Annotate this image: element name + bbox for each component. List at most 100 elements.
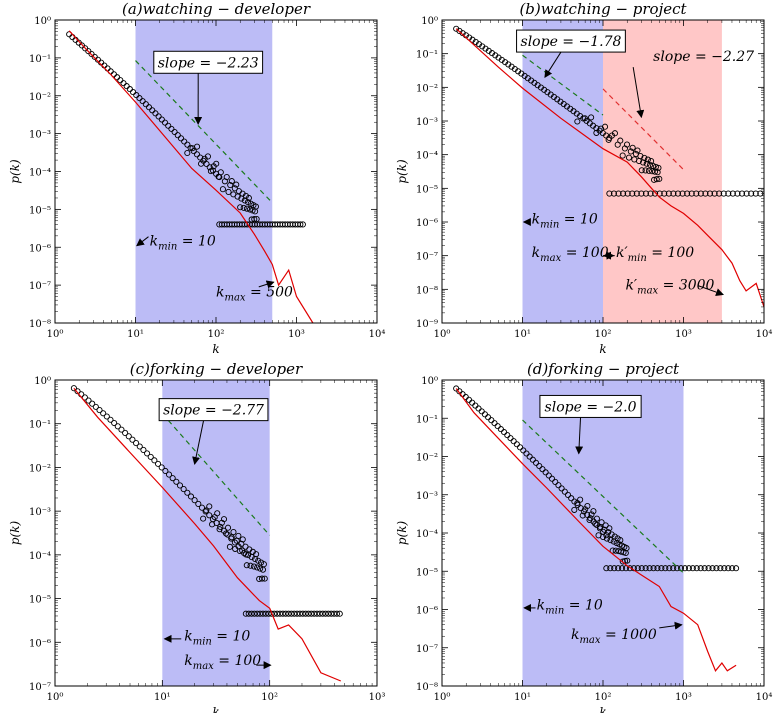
data-point-64 [629, 144, 636, 151]
data-point-82 [257, 565, 264, 572]
data-point-22 [136, 95, 143, 102]
data-point-48 [184, 149, 191, 157]
data-markers [70, 385, 343, 617]
shaded-region-2 [603, 20, 722, 323]
data-point-50 [577, 496, 584, 503]
data-point-116 [734, 190, 741, 197]
data-point-95 [638, 190, 645, 197]
data-point-108 [681, 565, 689, 572]
data-point-89 [245, 610, 252, 617]
data-point-26 [536, 462, 543, 470]
data-point-100 [276, 610, 284, 617]
chart-title: (b)watching − project [519, 0, 687, 18]
y-tick-label-0: 10⁻⁷ [29, 682, 51, 693]
data-point-93 [257, 610, 264, 617]
data-point-68 [607, 537, 614, 544]
chart-title: (d)forking − project [527, 360, 680, 378]
data-point-114 [316, 610, 323, 617]
annotation-text-2: kmax = 100 [184, 653, 261, 672]
data-point-108 [299, 610, 306, 617]
data-point-101 [279, 610, 286, 617]
data-point-14 [497, 426, 504, 433]
y-tick-label-8: 10⁻¹ [416, 50, 438, 61]
x-tick-label-2: 10² [208, 329, 225, 340]
data-point-86 [252, 203, 259, 210]
data-point-112 [311, 610, 318, 617]
panel-b-watching-project: 10⁰ 10¹ 10² 10³ 10⁴ 10⁻⁹ 10⁻⁸ 10⁻⁷ 10⁻⁶ 10⁻⁵ 10⁻⁴ 1… [395, 0, 772, 356]
data-point-119 [725, 565, 732, 572]
y-tick-label-4: 10⁻⁴ [29, 168, 51, 179]
data-point-28 [542, 469, 549, 476]
data-point-71 [245, 552, 252, 559]
data-point-93 [629, 190, 636, 197]
data-point-56 [611, 130, 618, 137]
data-point-65 [603, 535, 611, 542]
data-point-95 [262, 610, 269, 617]
data-point-16 [504, 432, 511, 439]
plot-area [453, 25, 764, 308]
y-tick-label-3: 10⁻⁵ [416, 567, 438, 578]
x-tick-label-2: 10² [595, 692, 612, 703]
data-point-29 [158, 116, 165, 123]
slope-line-2 [161, 413, 271, 536]
data-point-79 [246, 206, 253, 213]
data-point-31 [165, 122, 172, 129]
annotation-arrow-0 [192, 420, 205, 465]
data-point-113 [313, 610, 321, 617]
data-point-116 [713, 565, 720, 572]
y-tick-label-7: 10⁰ [34, 376, 51, 387]
data-point-18 [510, 438, 517, 445]
data-point-111 [308, 610, 315, 617]
data-point-22 [523, 450, 530, 457]
data-point-5 [469, 399, 476, 406]
annotation-arrow-1 [136, 236, 149, 247]
data-point-59 [226, 543, 233, 550]
data-point-29 [176, 482, 184, 489]
fit-line [73, 387, 342, 682]
data-point-113 [701, 565, 708, 572]
axes-frame [54, 379, 378, 687]
data-point-32 [187, 493, 195, 500]
chart-title: (a)watching − developer [122, 0, 311, 18]
x-tick-label-0: 10⁰ [47, 692, 64, 703]
data-point-61 [223, 174, 230, 181]
data-point-109 [702, 190, 709, 197]
data-point-115 [729, 190, 736, 197]
data-point-23 [526, 453, 533, 460]
data-point-75 [644, 156, 651, 163]
data-point-16 [117, 77, 124, 84]
data-point-87 [656, 175, 663, 182]
data-point-51 [579, 512, 586, 519]
data-point-100 [650, 565, 657, 572]
data-point-120 [729, 565, 736, 572]
data-point-50 [193, 143, 201, 150]
data-point-60 [228, 534, 235, 541]
data-point-111 [693, 565, 700, 572]
data-point-64 [235, 532, 242, 539]
data-point-92 [624, 190, 631, 197]
data-point-54 [207, 168, 214, 175]
x-tick-label-1: 10¹ [154, 692, 171, 703]
y-tick-label-8: 10⁰ [34, 16, 51, 27]
data-point-84 [653, 176, 660, 183]
data-point-120 [752, 190, 759, 197]
data-point-8 [478, 408, 485, 415]
data-point-10 [107, 416, 114, 423]
annotation-text-2: kmax = 500 [216, 285, 293, 304]
y-axis-label: p(k) [395, 159, 409, 184]
data-point-62 [599, 533, 607, 541]
data-point-42 [224, 531, 231, 538]
data-point-34 [561, 488, 568, 495]
plot-area [70, 385, 343, 682]
y-tick-label-5: 10⁻³ [29, 130, 51, 141]
data-point-53 [584, 502, 591, 510]
annotation-text-1: kmin = 10 [184, 628, 250, 647]
data-point-117 [717, 565, 724, 572]
data-point-99 [656, 190, 663, 197]
data-point-35 [564, 491, 572, 498]
data-point-91 [251, 610, 258, 617]
data-point-36 [181, 138, 188, 145]
annotation-text-0: slope = −1.78 [521, 34, 622, 50]
data-point-0 [70, 385, 77, 392]
